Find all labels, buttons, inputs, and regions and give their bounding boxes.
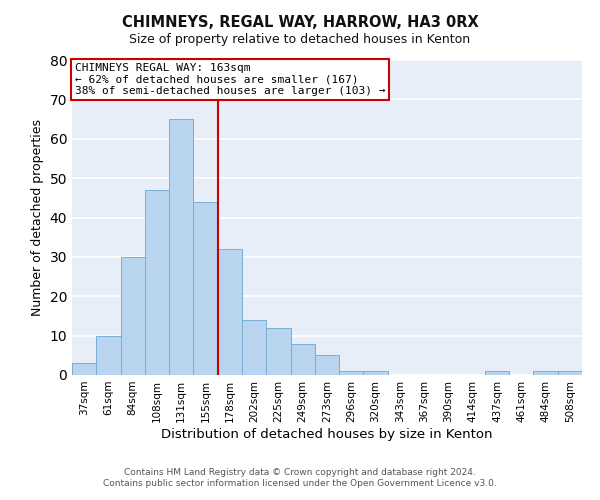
Bar [242,320,266,375]
Bar [218,249,242,375]
Bar [533,371,558,375]
Bar [364,371,388,375]
Bar [290,344,315,375]
Bar [266,328,290,375]
Bar [169,119,193,375]
Bar [193,202,218,375]
Bar [315,356,339,375]
Text: CHIMNEYS, REGAL WAY, HARROW, HA3 0RX: CHIMNEYS, REGAL WAY, HARROW, HA3 0RX [122,15,478,30]
Bar [339,371,364,375]
Bar [145,190,169,375]
Text: CHIMNEYS REGAL WAY: 163sqm
← 62% of detached houses are smaller (167)
38% of sem: CHIMNEYS REGAL WAY: 163sqm ← 62% of deta… [74,63,385,96]
Bar [72,363,96,375]
Text: Contains HM Land Registry data © Crown copyright and database right 2024.
Contai: Contains HM Land Registry data © Crown c… [103,468,497,487]
Text: Size of property relative to detached houses in Kenton: Size of property relative to detached ho… [130,32,470,46]
Bar [485,371,509,375]
Bar [121,257,145,375]
Bar [558,371,582,375]
Bar [96,336,121,375]
X-axis label: Distribution of detached houses by size in Kenton: Distribution of detached houses by size … [161,428,493,440]
Y-axis label: Number of detached properties: Number of detached properties [31,119,44,316]
